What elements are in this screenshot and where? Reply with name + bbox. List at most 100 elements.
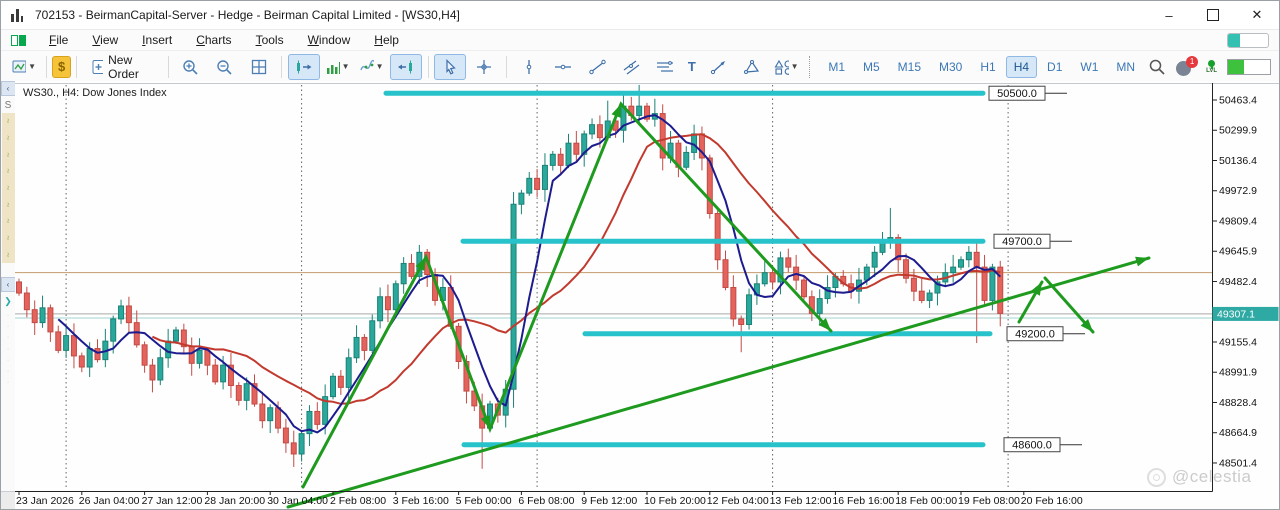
indicator-button[interactable]: ▼ — [356, 54, 388, 80]
candle-body — [133, 322, 140, 346]
maximize-icon — [1207, 9, 1219, 21]
platform-candles-icon — [9, 33, 29, 47]
chevron-down-icon: ▼ — [341, 62, 350, 71]
menu-item-tools[interactable]: Tools — [255, 33, 284, 47]
slow-moving-average — [151, 133, 1001, 405]
channel-tool[interactable] — [615, 54, 647, 80]
candle-body — [761, 272, 768, 285]
auto-scroll-icon — [296, 60, 312, 73]
candle-body — [125, 305, 132, 324]
window-title: 702153 - BeirmanCapital-Server - Hedge -… — [35, 8, 460, 22]
new-order-button[interactable]: New Order — [82, 53, 163, 81]
menu-item-view[interactable]: View — [92, 33, 119, 47]
candle-body — [275, 407, 282, 429]
maximize-button[interactable] — [1191, 1, 1235, 29]
time-tick-label: 18 Feb 00:00 — [895, 495, 957, 507]
minimize-button[interactable]: – — [1165, 7, 1173, 23]
trendline-tool[interactable] — [581, 54, 613, 80]
price-tick-label: 50136.4 — [1219, 155, 1257, 167]
price-tick-label: 48828.4 — [1219, 397, 1257, 409]
polyline-tool[interactable] — [736, 54, 768, 80]
candle-body — [785, 257, 792, 268]
menu-item-charts[interactable]: Charts — [196, 33, 232, 47]
timeframe-m15[interactable]: M15 — [897, 59, 922, 74]
menu-item-insert[interactable]: Insert — [142, 33, 173, 47]
notifications-button[interactable]: 1 — [1176, 55, 1199, 77]
candle-body — [557, 153, 564, 166]
chart-shift-toggle[interactable] — [389, 53, 422, 80]
equidistant-lines-tool[interactable] — [649, 54, 681, 80]
shapes-button[interactable]: ▼ — [770, 54, 802, 80]
horizontal-line-tool[interactable] — [547, 54, 579, 80]
collapsed-side-panel[interactable]: ‹ S ≀ ≀ ≀ ≀ ≀ ≀ ≀ ≀ ≀ ‹ ❯ · · · · · · · — [1, 81, 16, 509]
candle-body — [39, 307, 46, 324]
candle-body — [322, 396, 329, 425]
tile-windows-button[interactable] — [243, 54, 275, 80]
price-tick-label: 48501.4 — [1219, 457, 1257, 469]
arrowhead — [415, 257, 426, 271]
zoom-in-button[interactable] — [175, 54, 207, 80]
time-tick-label: 6 Feb 08:00 — [518, 495, 574, 507]
candle-body — [337, 375, 344, 388]
chart-preview-button[interactable]: ▼ — [8, 54, 40, 80]
timeframe-h4[interactable]: H4 — [1005, 55, 1038, 78]
main-menu: File View Insert Charts Tools Window Help — [37, 31, 411, 49]
auto-scroll-toggle[interactable] — [287, 53, 320, 80]
candle-body — [78, 355, 85, 368]
vertical-line-tool[interactable] — [513, 54, 545, 80]
text-tool[interactable]: T — [687, 59, 696, 74]
arrowhead — [1080, 318, 1093, 332]
polyline-triangle-icon — [744, 59, 760, 74]
chart-region: ‹ S ≀ ≀ ≀ ≀ ≀ ≀ ≀ ≀ ≀ ‹ ❯ · · · · · · · 50500.0 49700.0… — [1, 81, 1280, 510]
candle-body — [227, 364, 234, 387]
collapse-left-icon[interactable]: ‹ — [1, 81, 16, 96]
menu-item-file[interactable]: File — [49, 33, 69, 47]
candle-body — [534, 177, 541, 190]
panel-dots: · · · · · · · — [6, 312, 10, 387]
timeframe-w1[interactable]: W1 — [1080, 59, 1099, 74]
candle-body — [565, 142, 572, 166]
candle-body — [16, 281, 22, 294]
candle-body — [204, 349, 211, 366]
crosshair-tool[interactable] — [468, 54, 500, 80]
close-button[interactable]: ✕ — [1251, 7, 1263, 22]
timeframe-h1[interactable]: H1 — [980, 59, 996, 74]
arrow-line-tool[interactable] — [702, 54, 734, 80]
candle-body — [738, 318, 745, 325]
zoom-out-button[interactable] — [209, 54, 241, 80]
time-tick-label: 3 Feb 16:00 — [393, 495, 449, 507]
indicator-wave-icon — [359, 59, 374, 70]
quick-trade-button[interactable]: $ — [51, 55, 72, 78]
zoom-out-icon — [217, 59, 232, 75]
candle-body — [659, 113, 666, 159]
cursor-tool[interactable] — [434, 53, 467, 80]
menu-item-window[interactable]: Window — [307, 33, 351, 47]
bar-style-button[interactable]: ▼ — [322, 54, 354, 80]
collapse-left-icon-2[interactable]: ‹ — [1, 277, 16, 292]
candle-body — [903, 259, 910, 279]
candle-body — [220, 364, 227, 383]
timeframe-d1[interactable]: D1 — [1047, 59, 1063, 74]
chart-canvas[interactable]: 50500.0 49700.0 49200.0 48600.0 50463.4 50299… — [15, 81, 1280, 510]
new-order-icon — [92, 59, 104, 74]
time-tick-label: 10 Feb 20:00 — [644, 495, 706, 507]
candle-body — [298, 433, 305, 455]
candle-body — [259, 403, 266, 422]
lvl-pin-icon — [1208, 60, 1216, 69]
timeframe-mn[interactable]: MN — [1116, 59, 1136, 74]
timeframe-m5[interactable]: M5 — [863, 59, 880, 74]
lvl-indicator[interactable]: LVL — [1206, 59, 1217, 74]
candle-body — [777, 257, 784, 283]
timeframe-m1[interactable]: M1 — [828, 59, 845, 74]
candle-body — [251, 383, 258, 405]
vertical-line-icon — [526, 59, 532, 74]
candle-body — [369, 320, 376, 351]
candle-body — [636, 105, 643, 116]
candle-body — [958, 259, 964, 268]
search-icon[interactable] — [1148, 58, 1166, 76]
status-chip[interactable] — [1227, 32, 1269, 48]
time-tick-label: 12 Feb 04:00 — [707, 495, 769, 507]
timeframe-m30[interactable]: M30 — [939, 59, 963, 74]
candle-body — [950, 266, 957, 274]
menu-item-help[interactable]: Help — [374, 33, 399, 47]
